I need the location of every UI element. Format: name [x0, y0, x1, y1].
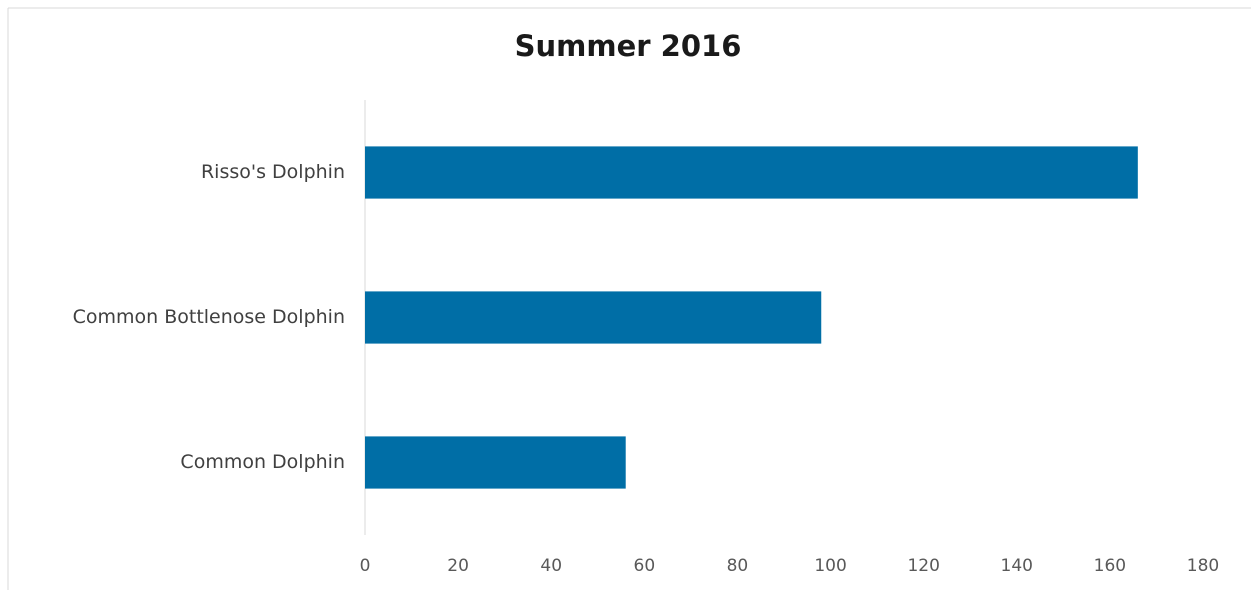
- x-tick-label: 0: [360, 556, 371, 576]
- bar: [365, 146, 1138, 199]
- y-tick-label: Common Dolphin: [180, 451, 345, 473]
- chart-title: Summer 2016: [515, 29, 742, 63]
- x-tick-label: 180: [1187, 556, 1219, 576]
- x-tick-label: 160: [1094, 556, 1126, 576]
- x-tick-label: 20: [447, 556, 469, 576]
- bar: [365, 291, 822, 344]
- x-tick-label: 100: [814, 556, 846, 576]
- y-tick-label: Risso's Dolphin: [201, 161, 345, 183]
- bar: [365, 436, 626, 489]
- x-tick-label: 120: [907, 556, 939, 576]
- x-tick-label: 40: [540, 556, 562, 576]
- x-tick-label: 80: [727, 556, 749, 576]
- x-tick-label: 140: [1001, 556, 1033, 576]
- y-tick-label: Common Bottlenose Dolphin: [73, 306, 345, 328]
- x-tick-label: 60: [634, 556, 656, 576]
